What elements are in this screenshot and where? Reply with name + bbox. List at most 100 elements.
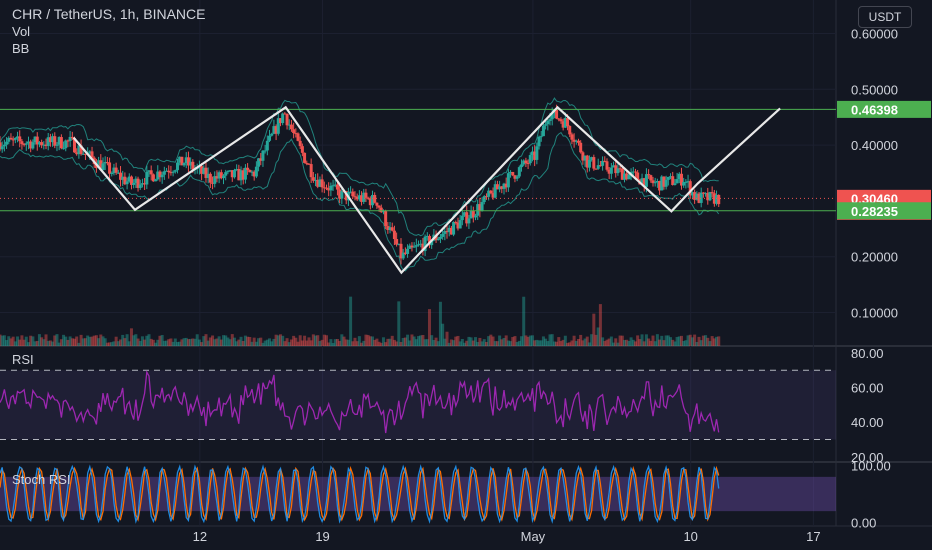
volume-bar: [261, 342, 265, 346]
candle-body: [349, 191, 353, 193]
volume-bar: [390, 335, 394, 346]
candle-body: [213, 176, 217, 184]
volume-bar: [474, 337, 478, 346]
volume-indicator-label[interactable]: Vol: [12, 24, 31, 39]
volume-bar: [114, 336, 118, 346]
volume-bar: [701, 335, 705, 346]
candle-body: [406, 248, 410, 254]
candle-body: [46, 137, 50, 147]
volume-bar: [184, 337, 188, 346]
candle-body: [335, 184, 339, 190]
volume-bar: [386, 338, 390, 346]
volume-bar: [371, 336, 375, 346]
volume-bar: [368, 336, 372, 346]
candle-body: [338, 189, 342, 199]
volume-bar: [270, 341, 274, 346]
candle-body: [368, 198, 372, 206]
candle-body: [9, 137, 13, 140]
volume-bar: [395, 341, 399, 346]
volume-bar: [151, 339, 155, 346]
volume-bar: [296, 341, 300, 346]
candle-body: [408, 245, 412, 249]
candle-body: [671, 176, 675, 186]
volume-bar: [447, 342, 451, 346]
candle-body: [395, 239, 399, 245]
volume-bar: [495, 341, 499, 346]
candle-body: [664, 179, 668, 187]
candle-body: [618, 168, 622, 170]
candle-body: [79, 145, 83, 155]
volume-bar: [458, 341, 462, 346]
volume-bar: [75, 336, 79, 346]
volume-bar: [456, 335, 460, 346]
candle-body: [677, 173, 681, 180]
candle-body: [103, 162, 107, 164]
volume-bar: [417, 336, 421, 346]
candle-body: [281, 113, 285, 124]
candle-body: [105, 162, 109, 164]
candle-body: [147, 170, 151, 172]
volume-bar: [688, 334, 692, 346]
volume-bar: [686, 335, 690, 346]
volume-bar: [491, 336, 495, 346]
candle-body: [136, 178, 140, 188]
candle-body: [235, 168, 239, 170]
candle-body: [37, 142, 41, 145]
volume-bar: [97, 338, 101, 346]
volume-bar: [592, 313, 596, 346]
candle-body: [292, 129, 296, 134]
candle-body: [636, 172, 640, 180]
candle-body: [412, 246, 416, 248]
volume-bar: [465, 340, 469, 346]
volume-bar: [502, 337, 506, 346]
candle-body: [324, 187, 328, 189]
volume-bar: [213, 339, 217, 346]
candle-body: [706, 193, 710, 201]
volume-bar: [605, 339, 609, 346]
volume-bar: [182, 338, 186, 346]
candle-body: [138, 184, 142, 188]
price-tick-label: 0.50000: [851, 82, 898, 97]
candle-body: [375, 202, 379, 206]
candle-body: [708, 192, 712, 201]
volume-bar: [449, 339, 453, 346]
candle-body: [555, 109, 559, 119]
volume-bar: [2, 335, 6, 346]
candle-body: [296, 133, 300, 141]
bollinger-indicator-label[interactable]: BB: [12, 41, 30, 56]
volume-bar: [22, 339, 26, 346]
volume-bar: [629, 337, 633, 346]
candle-body: [570, 134, 574, 140]
candle-body: [121, 176, 125, 180]
candle-body: [561, 121, 565, 128]
volume-bar: [338, 340, 342, 346]
candle-body: [436, 238, 440, 241]
candle-body: [165, 170, 169, 172]
candle-body: [57, 137, 61, 145]
volume-bar: [53, 335, 57, 346]
candle-body: [506, 173, 510, 188]
volume-bar: [24, 336, 28, 346]
candle-body: [675, 179, 679, 184]
volume-bar: [633, 341, 637, 346]
volume-bar: [660, 335, 664, 346]
volume-bar: [662, 340, 666, 346]
candle-body: [18, 136, 22, 142]
price-tick-label: 0.60000: [851, 26, 898, 41]
volume-bar: [561, 339, 565, 346]
candle-body: [134, 178, 138, 183]
candle-body: [596, 165, 600, 169]
price-tick-label: 0.10000: [851, 306, 898, 321]
volume-bar: [55, 334, 59, 346]
volume-bar: [178, 341, 182, 346]
volume-bar: [180, 339, 184, 346]
candle-body: [178, 156, 182, 163]
currency-button[interactable]: USDT: [858, 6, 912, 28]
volume-bar: [647, 338, 651, 346]
volume-bar: [484, 341, 488, 346]
candle-body: [5, 141, 9, 145]
volume-bar: [274, 334, 278, 346]
volume-bar: [530, 335, 534, 346]
volume-bar: [254, 341, 258, 346]
